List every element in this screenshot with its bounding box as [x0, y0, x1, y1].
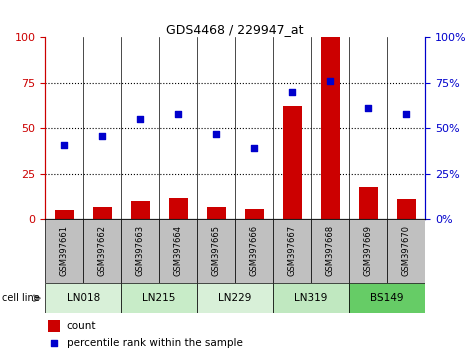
Text: LN319: LN319 — [294, 293, 328, 303]
Text: LN229: LN229 — [218, 293, 252, 303]
Bar — [121, 283, 197, 313]
Point — [98, 133, 106, 138]
Bar — [359, 187, 378, 219]
Bar — [45, 219, 83, 283]
Point — [364, 105, 372, 111]
Bar — [207, 207, 226, 219]
Bar — [273, 219, 311, 283]
Title: GDS4468 / 229947_at: GDS4468 / 229947_at — [166, 23, 304, 36]
Text: GSM397667: GSM397667 — [288, 224, 296, 276]
Bar — [245, 209, 264, 219]
Bar — [55, 210, 74, 219]
Bar — [283, 107, 302, 219]
Bar — [273, 283, 349, 313]
Bar — [93, 207, 112, 219]
Bar — [321, 37, 340, 219]
Bar — [387, 219, 425, 283]
Text: GSM397665: GSM397665 — [212, 224, 220, 275]
Text: BS149: BS149 — [370, 293, 404, 303]
Bar — [397, 199, 416, 219]
Bar — [311, 219, 349, 283]
Bar — [197, 283, 273, 313]
Text: count: count — [66, 321, 96, 331]
Text: LN018: LN018 — [66, 293, 100, 303]
Bar — [121, 219, 159, 283]
Point — [212, 131, 220, 137]
Text: cell line: cell line — [2, 293, 40, 303]
Point — [326, 78, 334, 84]
Bar — [235, 219, 273, 283]
Text: GSM397669: GSM397669 — [364, 224, 372, 275]
Point — [60, 142, 68, 148]
Text: GSM397670: GSM397670 — [402, 224, 410, 275]
Bar — [131, 201, 150, 219]
Bar — [83, 219, 121, 283]
Point — [250, 145, 258, 151]
Bar — [48, 320, 60, 332]
Point — [288, 89, 296, 95]
Text: GSM397662: GSM397662 — [98, 224, 106, 275]
Bar — [349, 219, 387, 283]
Text: GSM397661: GSM397661 — [60, 224, 68, 275]
Text: GSM397666: GSM397666 — [250, 224, 258, 276]
Point — [136, 116, 144, 122]
Text: GSM397668: GSM397668 — [326, 224, 334, 276]
Bar — [159, 219, 197, 283]
Bar — [45, 283, 121, 313]
Text: LN215: LN215 — [142, 293, 176, 303]
Point — [174, 111, 182, 116]
Bar — [349, 283, 425, 313]
Bar — [197, 219, 235, 283]
Point — [51, 340, 58, 346]
Text: percentile rank within the sample: percentile rank within the sample — [66, 338, 243, 348]
Text: GSM397663: GSM397663 — [136, 224, 144, 276]
Text: GSM397664: GSM397664 — [174, 224, 182, 275]
Bar — [169, 198, 188, 219]
Point — [402, 111, 410, 116]
